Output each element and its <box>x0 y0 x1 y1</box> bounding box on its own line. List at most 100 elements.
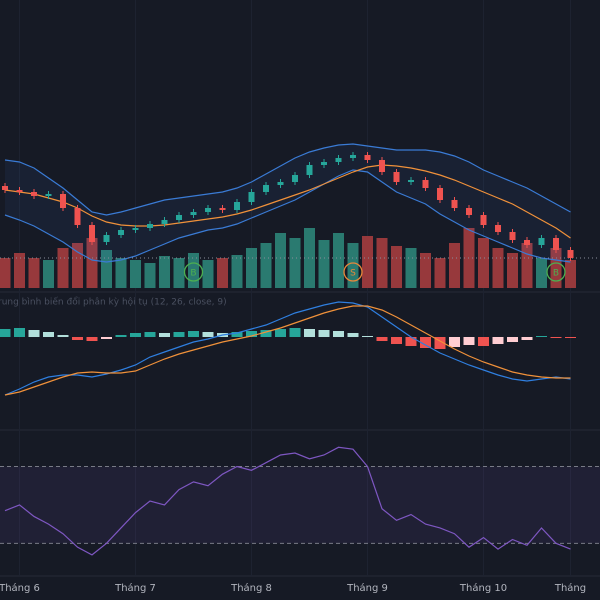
signal-label: B <box>190 269 196 279</box>
x-tick-label: Tháng 7 <box>114 582 156 594</box>
macd-histogram-bar <box>72 337 83 340</box>
volume-bar <box>130 260 141 288</box>
volume-bar <box>115 258 127 288</box>
macd-title: rung bình biến đổi phân kỳ hội tụ (12, 2… <box>0 297 227 308</box>
volume-bar <box>260 243 272 288</box>
macd-histogram-bar <box>521 337 533 340</box>
macd-histogram-bar <box>57 335 69 337</box>
volume-bar <box>507 253 518 288</box>
candle-body <box>263 185 269 192</box>
band-lower <box>4 169 571 263</box>
macd-histogram-bar <box>173 332 185 337</box>
candle-body <box>219 208 226 210</box>
candle-body <box>248 192 255 202</box>
candle-body <box>350 155 356 158</box>
macd-histogram-bar <box>202 332 214 337</box>
volume-bar <box>246 248 257 288</box>
macd-histogram-bar <box>362 336 373 337</box>
candle-body <box>190 212 197 215</box>
candle-body <box>480 215 487 225</box>
volume-bar <box>550 248 562 288</box>
x-tick-label: Tháng 8 <box>230 582 272 594</box>
candle-body <box>509 232 516 240</box>
volume-bar <box>14 253 25 288</box>
macd-histogram-bar <box>492 337 504 344</box>
macd-histogram-bar <box>405 337 417 346</box>
macd-histogram-bar <box>275 329 286 337</box>
volume-bar <box>159 256 170 288</box>
volume-bar <box>449 243 460 288</box>
candle-body <box>2 186 8 190</box>
signal-label: S <box>350 269 356 279</box>
volume-bar <box>492 248 504 288</box>
macd-histogram-bar <box>449 337 460 347</box>
macd-histogram-bar <box>188 331 199 337</box>
candle-body <box>495 225 501 232</box>
candle-body <box>393 172 400 182</box>
candle-body <box>277 182 284 185</box>
macd-histogram-bar <box>420 337 431 348</box>
macd-histogram-bar <box>507 337 518 342</box>
signal-line <box>4 305 571 396</box>
x-tick-label: Tháng 10 <box>459 582 507 594</box>
macd-histogram-bar <box>28 330 40 337</box>
candle-body <box>118 230 124 235</box>
macd-histogram-bar <box>43 332 54 337</box>
candle-body <box>89 225 95 242</box>
candle-body <box>538 238 545 245</box>
candle-body <box>321 162 327 165</box>
macd-histogram-bar <box>376 337 388 341</box>
volume-bar <box>86 238 98 288</box>
macd-histogram-bar <box>144 332 156 337</box>
moving-average <box>4 164 571 239</box>
signal-marker <box>546 262 566 282</box>
macd-histogram-bar <box>246 331 257 337</box>
candle-body <box>567 250 574 258</box>
candle-body <box>335 158 342 162</box>
volume-bar <box>28 258 40 288</box>
volume-bar <box>289 238 301 288</box>
candle-body <box>451 200 458 208</box>
macd-line <box>4 301 571 396</box>
candle-body <box>524 240 530 245</box>
candle-body <box>132 228 139 230</box>
macd-histogram-bar <box>289 328 301 337</box>
candle-body <box>364 155 371 160</box>
volume-bar <box>57 248 69 288</box>
candle-body <box>205 208 211 212</box>
candle-body <box>292 175 298 182</box>
volume-bar <box>420 253 431 288</box>
macd-histogram-bar <box>391 337 402 344</box>
macd-histogram-bar <box>0 329 11 337</box>
volume-bar <box>405 248 417 288</box>
macd-histogram-bar <box>231 332 243 337</box>
candle-body <box>45 194 52 196</box>
candle-body <box>74 208 81 225</box>
macd-histogram-bar <box>333 331 344 337</box>
volume-bar <box>318 240 330 288</box>
macd-histogram-bar <box>318 330 330 337</box>
candle-body <box>147 224 153 228</box>
volume-bar <box>202 260 214 288</box>
volume-bar <box>0 258 11 288</box>
candle-body <box>161 220 168 224</box>
candle-body <box>176 215 182 220</box>
candle-body <box>103 235 110 242</box>
candle-body <box>234 202 240 210</box>
volume-bar <box>72 243 83 288</box>
volume-bar <box>101 250 112 288</box>
candle-body <box>553 238 559 250</box>
signal-label: B <box>553 269 559 279</box>
volume-bar <box>536 258 547 288</box>
macd-histogram-bar <box>536 336 547 337</box>
macd-histogram-bar <box>434 337 446 349</box>
macd-histogram-bar <box>463 337 475 345</box>
band-upper <box>4 143 571 216</box>
x-tick-label: Tháng 6 <box>0 582 40 594</box>
macd-histogram-bar <box>86 337 98 341</box>
macd-histogram-bar <box>159 333 170 337</box>
x-tick-label: Tháng <box>554 582 586 594</box>
candle-body <box>437 188 443 200</box>
